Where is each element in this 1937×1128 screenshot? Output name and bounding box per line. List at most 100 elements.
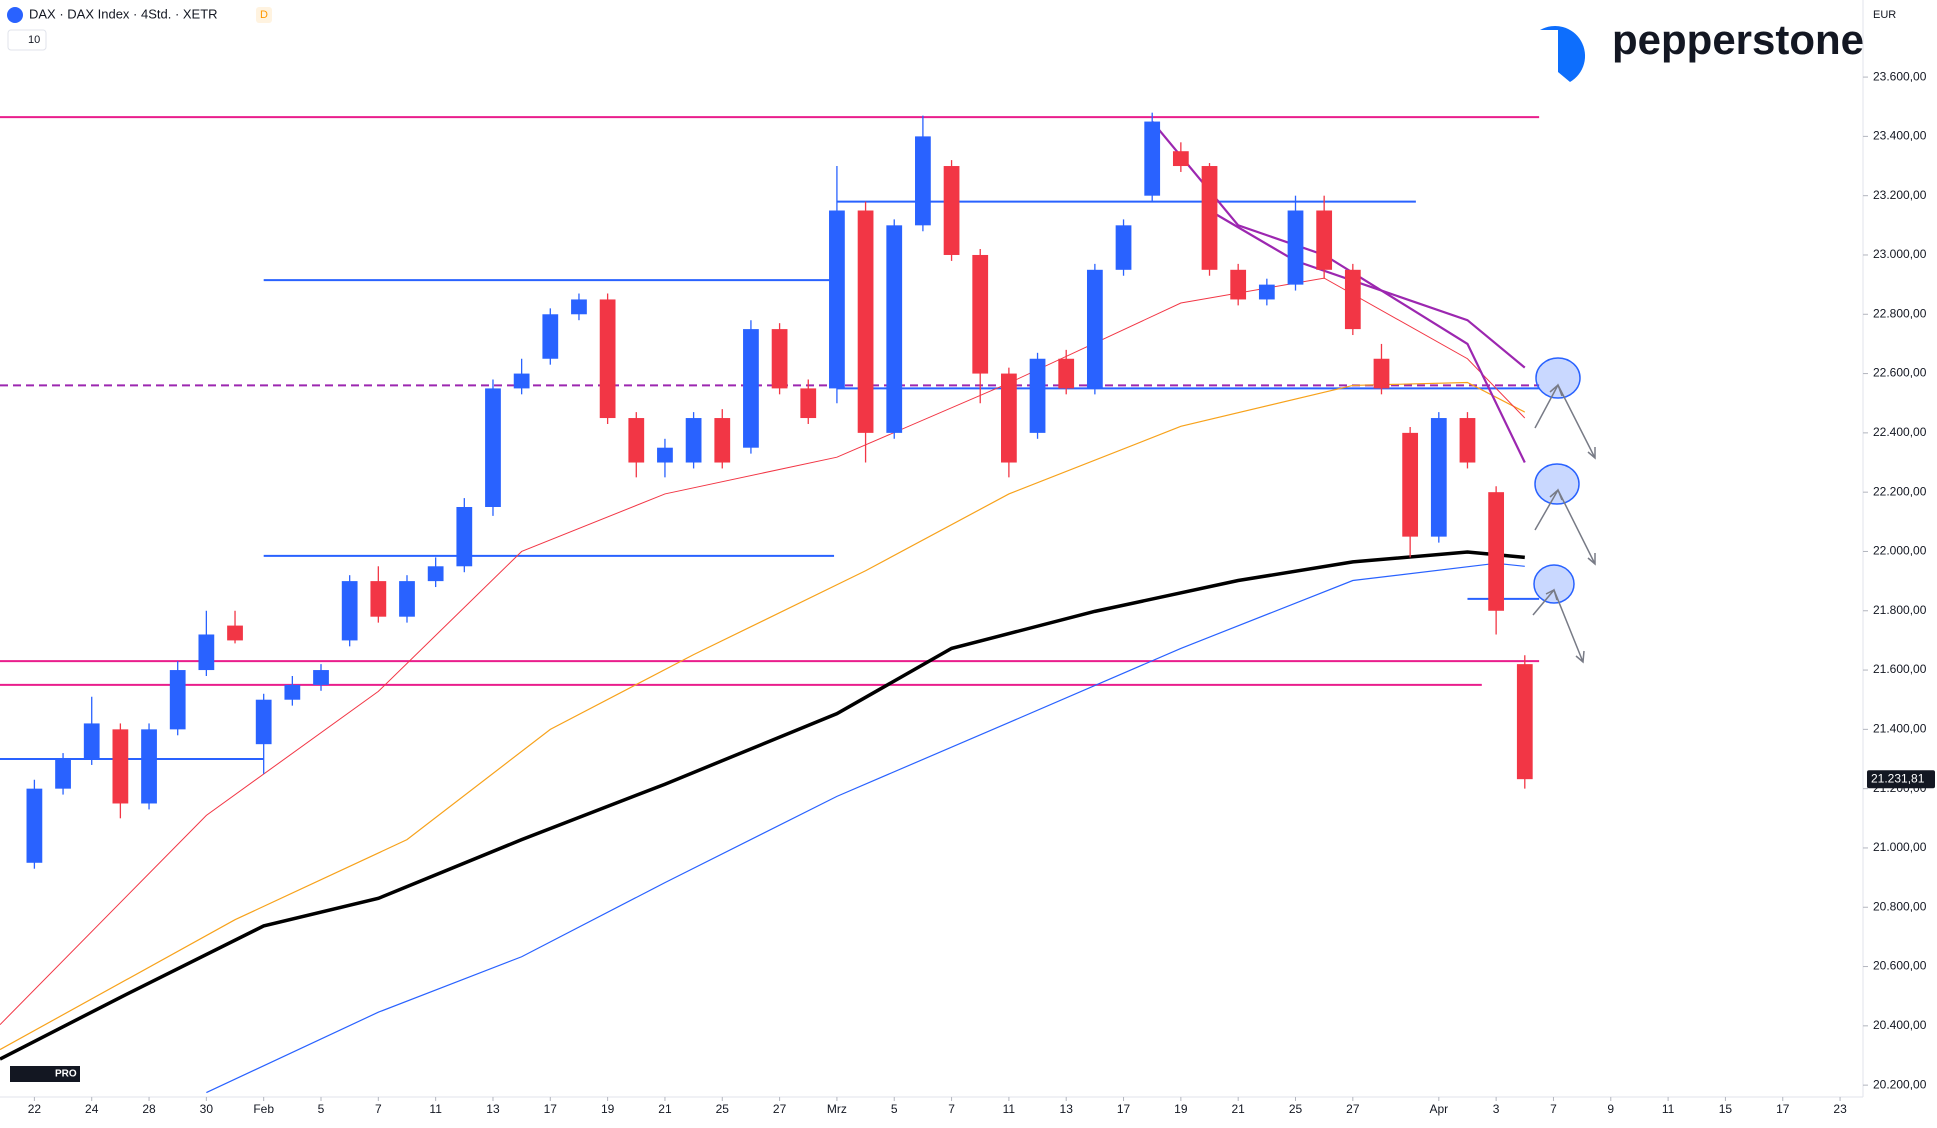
x-tick-label: Feb [253,1102,274,1116]
x-tick-label: 7 [1550,1102,1557,1116]
candle-body [313,670,329,685]
x-tick-label: 25 [716,1102,730,1116]
arrow [1534,383,1596,460]
last-price-box [1867,770,1935,789]
arrow [1534,488,1596,566]
badge-bg [256,7,272,23]
x-tick-label: 17 [544,1102,558,1116]
y-tick-label: 20.400,00 [1873,1018,1927,1032]
candle-body [255,699,272,745]
y-tick-label: 22.600,00 [1873,366,1927,380]
candle-body [198,634,215,671]
x-tick-label: 17 [1776,1102,1790,1116]
x-tick-label: 9 [1607,1102,1614,1116]
candle-body [771,329,788,389]
y-tick-label: 22.200,00 [1873,484,1927,498]
y-tick-label: 22.000,00 [1873,544,1927,558]
candle-body [972,254,989,374]
moving-average [0,381,1526,1051]
x-tick-label: 11 [1003,1102,1016,1116]
candle-body [1402,432,1419,537]
brand: pepperstone [1612,16,1864,63]
x-tick-label: 27 [1346,1102,1360,1116]
candle-body [1172,151,1189,167]
candle-body [1115,225,1132,270]
candle-body [456,506,473,567]
x-tick-label: 22 [28,1102,42,1116]
x-tick-label: 3 [1493,1102,1500,1116]
candle-body [1430,418,1447,537]
candle-body [1201,166,1218,270]
arrows [1532,383,1596,664]
candle-body [26,788,43,863]
y-tick-label: 21.000,00 [1873,840,1927,854]
candle-body [341,581,358,641]
candle-body [714,418,731,463]
x-tick-label: 13 [1060,1102,1074,1116]
candle-body [1029,358,1046,433]
x-tick-label: 21 [1231,1102,1245,1116]
plot [0,112,1540,1094]
moving-average [0,277,1526,1026]
candle-body [1086,269,1103,389]
last-price-label: 21.231,81 [1871,771,1925,785]
x-tick-label: 21 [658,1102,672,1116]
moving-average [206,562,1525,1094]
candle-body [571,299,587,315]
symbol-icon [7,7,23,23]
y-tick-label: 22.800,00 [1873,306,1927,320]
candle-body [599,299,616,419]
x-tick-label: 13 [486,1102,500,1116]
moving-average [1208,209,1526,369]
candle-body [284,684,301,700]
candle-body [112,729,129,804]
candle-body [169,670,186,730]
candle-body [1258,284,1275,300]
x-tick-label: 7 [948,1102,955,1116]
candle-body [1287,210,1304,285]
y-tick-label: 23.200,00 [1873,188,1927,202]
candle-body [628,418,645,463]
x-tick-label: 30 [200,1102,214,1116]
candle-body [399,581,415,617]
x-tick-label: 27 [773,1102,787,1116]
badge[interactable]: D [260,9,268,21]
candle-body [886,225,903,433]
y-tick-label: 20.600,00 [1873,959,1927,973]
candle-body [513,373,530,389]
candle-body [829,210,845,389]
x-tick-label: 15 [1719,1102,1733,1116]
indicator-value[interactable]: 10 [28,34,40,46]
x-tick-label: 19 [1174,1102,1188,1116]
x-tick-label: 11 [1662,1102,1675,1116]
candle-body [743,329,759,448]
moving-average [0,550,1525,1061]
candle-body [1488,492,1505,611]
symbol-title: DAX · DAX Index · 4Std. · XETR [29,6,218,21]
candle-body [1373,358,1390,389]
candle-body [857,210,874,433]
x-tick-label: Apr [1429,1102,1448,1116]
tv-logo [10,1066,80,1082]
candle-body [1516,664,1533,780]
x-tick-label: 7 [375,1102,382,1116]
x-tick-label: 23 [1833,1102,1847,1116]
currency[interactable]: EUR [1873,9,1896,21]
y-tick-label: 23.600,00 [1873,69,1927,83]
y-tick-label: 23.400,00 [1873,129,1927,143]
y-tick-label: 21.400,00 [1873,722,1927,736]
candle-body [657,447,673,463]
candle-body [943,166,960,255]
indicator-box[interactable] [7,29,47,51]
brand-icon [1540,25,1586,82]
x-tick-label: 11 [429,1102,442,1116]
candle-body [370,581,387,617]
y-tick-label: 20.800,00 [1873,899,1927,913]
candle-body [685,418,702,463]
moving-average [1151,120,1526,463]
candle-body [227,625,243,641]
y-tick-label: 21.800,00 [1873,603,1927,617]
x-tick-label: 17 [1117,1102,1131,1116]
